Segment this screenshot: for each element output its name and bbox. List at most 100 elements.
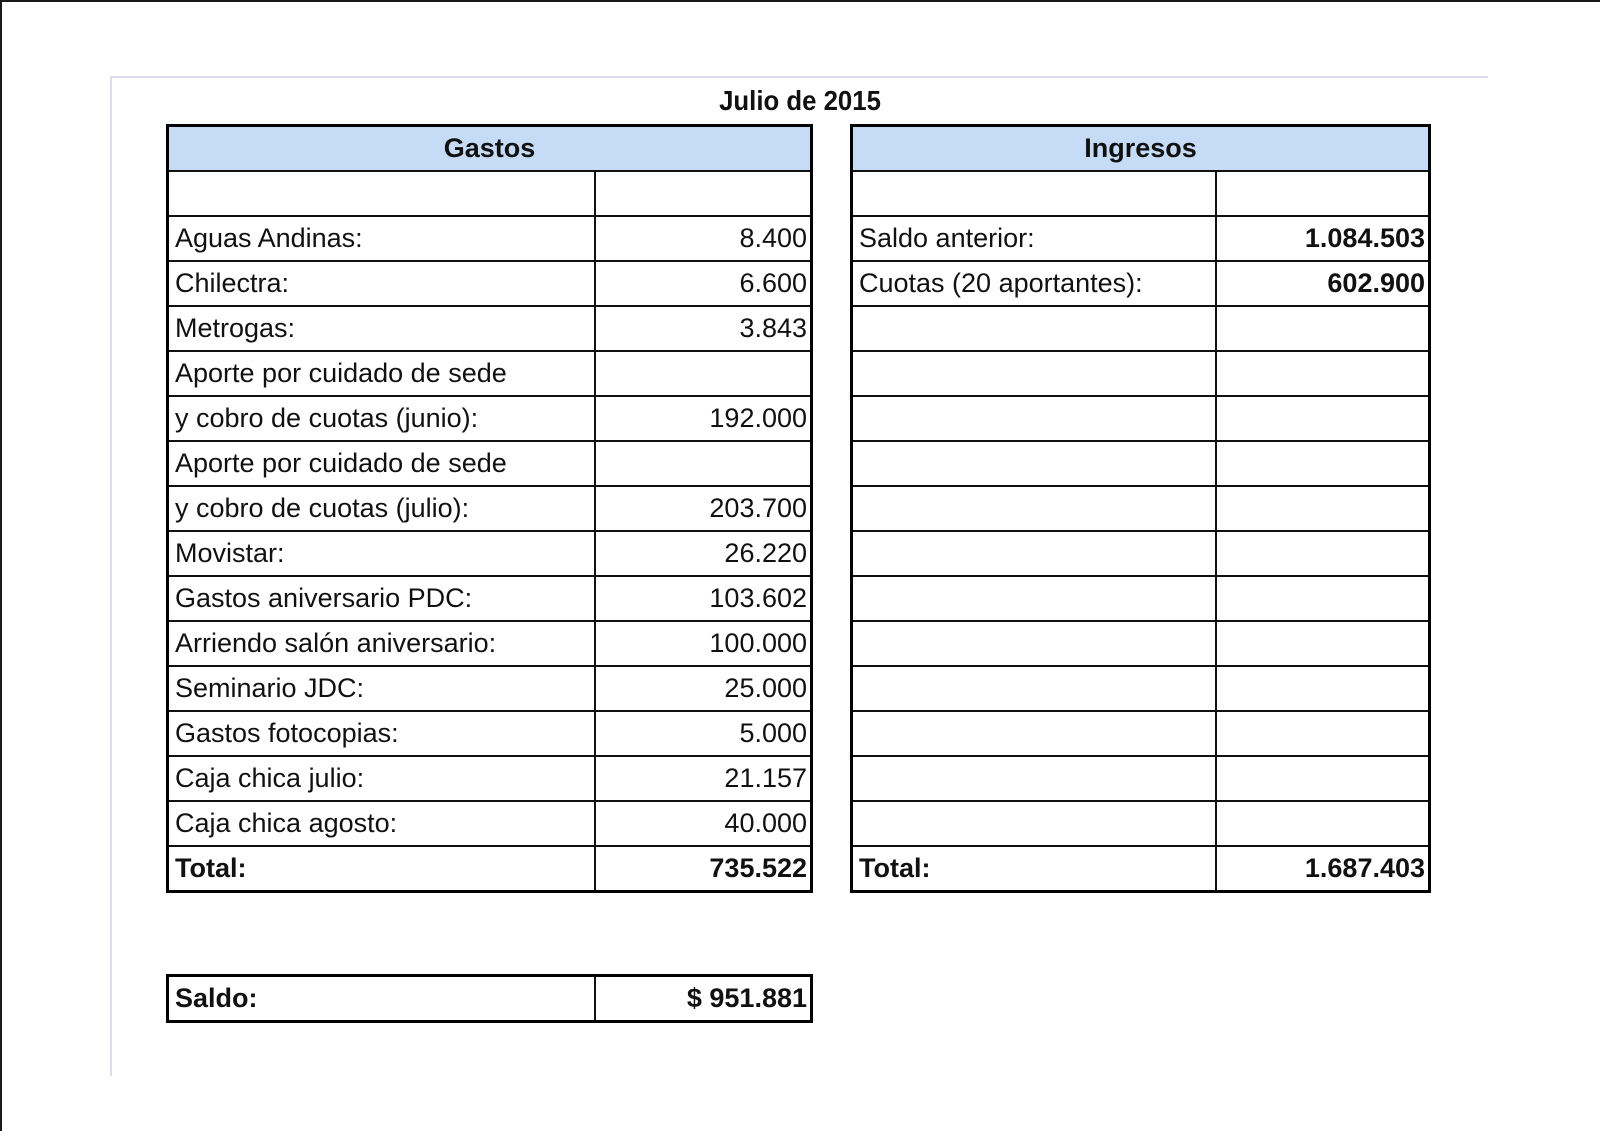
gastos-item-value[interactable]: 26.220 [593,530,813,577]
gastos-row: Gastos aniversario PDC: 103.602 [166,575,813,622]
gastos-item-value[interactable]: 3.843 [593,305,813,352]
gastos-item-value[interactable] [593,350,813,397]
ingresos-item-value[interactable] [1214,395,1431,442]
ingresos-item-value[interactable]: 1.084.503 [1214,215,1431,262]
gastos-row: Metrogas: 3.843 [166,305,813,352]
gastos-item-value[interactable]: 100.000 [593,620,813,667]
gastos-item-value[interactable]: 8.400 [593,215,813,262]
gastos-item-label[interactable]: Caja chica julio: [166,755,596,802]
ingresos-item-value[interactable] [1214,710,1431,757]
ingresos-item-value[interactable] [1214,665,1431,712]
ingresos-item-label[interactable] [850,485,1217,532]
ingresos-item-label[interactable] [850,305,1217,352]
ingresos-row [850,530,1431,577]
ingresos-item-value[interactable] [1214,530,1431,577]
ingresos-item-label[interactable] [850,530,1217,577]
gastos-row: Gastos fotocopias: 5.000 [166,710,813,757]
gastos-item-value[interactable] [593,440,813,487]
gastos-item-value[interactable]: 203.700 [593,485,813,532]
gastos-item-label[interactable]: y cobro de cuotas (julio): [166,485,596,532]
gastos-row: Movistar: 26.220 [166,530,813,577]
gastos-table: Gastos Aguas Andinas: 8.400 Chilectra: 6.60… [166,124,814,893]
ingresos-item-label[interactable] [850,755,1217,802]
ingresos-row [850,395,1431,442]
ingresos-row [850,800,1431,847]
ingresos-item-value[interactable] [1214,485,1431,532]
gastos-item-value[interactable]: 192.000 [593,395,813,442]
ingresos-item-label[interactable]: Cuotas (20 aportantes): [850,260,1217,307]
gastos-item-label[interactable]: Chilectra: [166,260,596,307]
gastos-row: y cobro de cuotas (junio): 192.000 [166,395,813,442]
gastos-row: Caja chica agosto: 40.000 [166,800,813,847]
ingresos-row [850,350,1431,397]
gastos-row: y cobro de cuotas (julio): 203.700 [166,485,813,532]
gastos-item-value[interactable]: 40.000 [593,800,813,847]
gastos-item-label[interactable]: Aporte por cuidado de sede [166,440,596,487]
ingresos-item-label[interactable] [850,170,1217,217]
ingresos-item-value[interactable] [1214,440,1431,487]
gastos-row: Aporte por cuidado de sede [166,440,813,487]
ingresos-item-label[interactable] [850,710,1217,757]
gastos-item-label[interactable]: Metrogas: [166,305,596,352]
gastos-item-value[interactable]: 103.602 [593,575,813,622]
ingresos-item-label[interactable]: Saldo anterior: [850,215,1217,262]
ingresos-item-value[interactable] [1214,575,1431,622]
ingresos-row [850,710,1431,757]
ingresos-item-value[interactable] [1214,755,1431,802]
saldo-row: Saldo: $ 951.881 [166,974,813,1023]
gastos-row: Seminario JDC: 25.000 [166,665,813,712]
gastos-item-label[interactable] [166,170,596,217]
ingresos-item-value[interactable] [1214,620,1431,667]
ingresos-item-value[interactable] [1214,170,1431,217]
ingresos-row: Saldo anterior: 1.084.503 [850,215,1431,262]
ingresos-total-value[interactable]: 1.687.403 [1214,845,1431,893]
report-title: Julio de 2015 [719,85,881,116]
gastos-item-label[interactable]: Gastos aniversario PDC: [166,575,596,622]
gastos-row: Arriendo salón aniversario: 100.000 [166,620,813,667]
gastos-item-value[interactable]: 21.157 [593,755,813,802]
gastos-item-value[interactable]: 6.600 [593,260,813,307]
gastos-item-label[interactable]: Arriendo salón aniversario: [166,620,596,667]
gastos-header: Gastos [166,124,813,172]
ingresos-item-value[interactable] [1214,800,1431,847]
ingresos-item-label[interactable] [850,395,1217,442]
ingresos-item-label[interactable] [850,575,1217,622]
ingresos-header: Ingresos [850,124,1431,172]
gastos-item-value[interactable] [593,170,813,217]
ingresos-item-label[interactable] [850,350,1217,397]
gastos-row: Aguas Andinas: 8.400 [166,215,813,262]
ingresos-row [850,575,1431,622]
ingresos-table: Ingresos Saldo anterior: 1.084.503 Cuotas … [850,124,1432,893]
ingresos-row [850,620,1431,667]
ingresos-total-row: Total: 1.687.403 [850,845,1431,893]
ingresos-item-label[interactable] [850,440,1217,487]
gastos-item-value[interactable]: 25.000 [593,665,813,712]
ingresos-item-value[interactable]: 602.900 [1214,260,1431,307]
ingresos-item-label[interactable] [850,665,1217,712]
ingresos-row [850,665,1431,712]
gastos-item-label[interactable]: Aporte por cuidado de sede [166,350,596,397]
ingresos-item-label[interactable] [850,800,1217,847]
saldo-table: Saldo: $ 951.881 [166,974,813,1023]
gastos-item-label[interactable]: Seminario JDC: [166,665,596,712]
gastos-total-label[interactable]: Total: [166,845,596,893]
print-area-frame [110,76,1488,1076]
gastos-item-label[interactable]: Gastos fotocopias: [166,710,596,757]
gastos-item-value[interactable]: 5.000 [593,710,813,757]
ingresos-row [850,170,1431,217]
saldo-value[interactable]: $ 951.881 [593,974,813,1023]
saldo-label[interactable]: Saldo: [166,974,596,1023]
ingresos-item-value[interactable] [1214,350,1431,397]
ingresos-total-label[interactable]: Total: [850,845,1217,893]
gastos-item-label[interactable]: Movistar: [166,530,596,577]
gastos-total-value[interactable]: 735.522 [593,845,813,893]
gastos-item-label[interactable]: Caja chica agosto: [166,800,596,847]
gastos-item-label[interactable]: Aguas Andinas: [166,215,596,262]
ingresos-item-value[interactable] [1214,305,1431,352]
ingresos-row [850,485,1431,532]
gastos-total-row: Total: 735.522 [166,845,813,893]
gastos-item-label[interactable]: y cobro de cuotas (junio): [166,395,596,442]
gastos-row: Chilectra: 6.600 [166,260,813,307]
ingresos-item-label[interactable] [850,620,1217,667]
